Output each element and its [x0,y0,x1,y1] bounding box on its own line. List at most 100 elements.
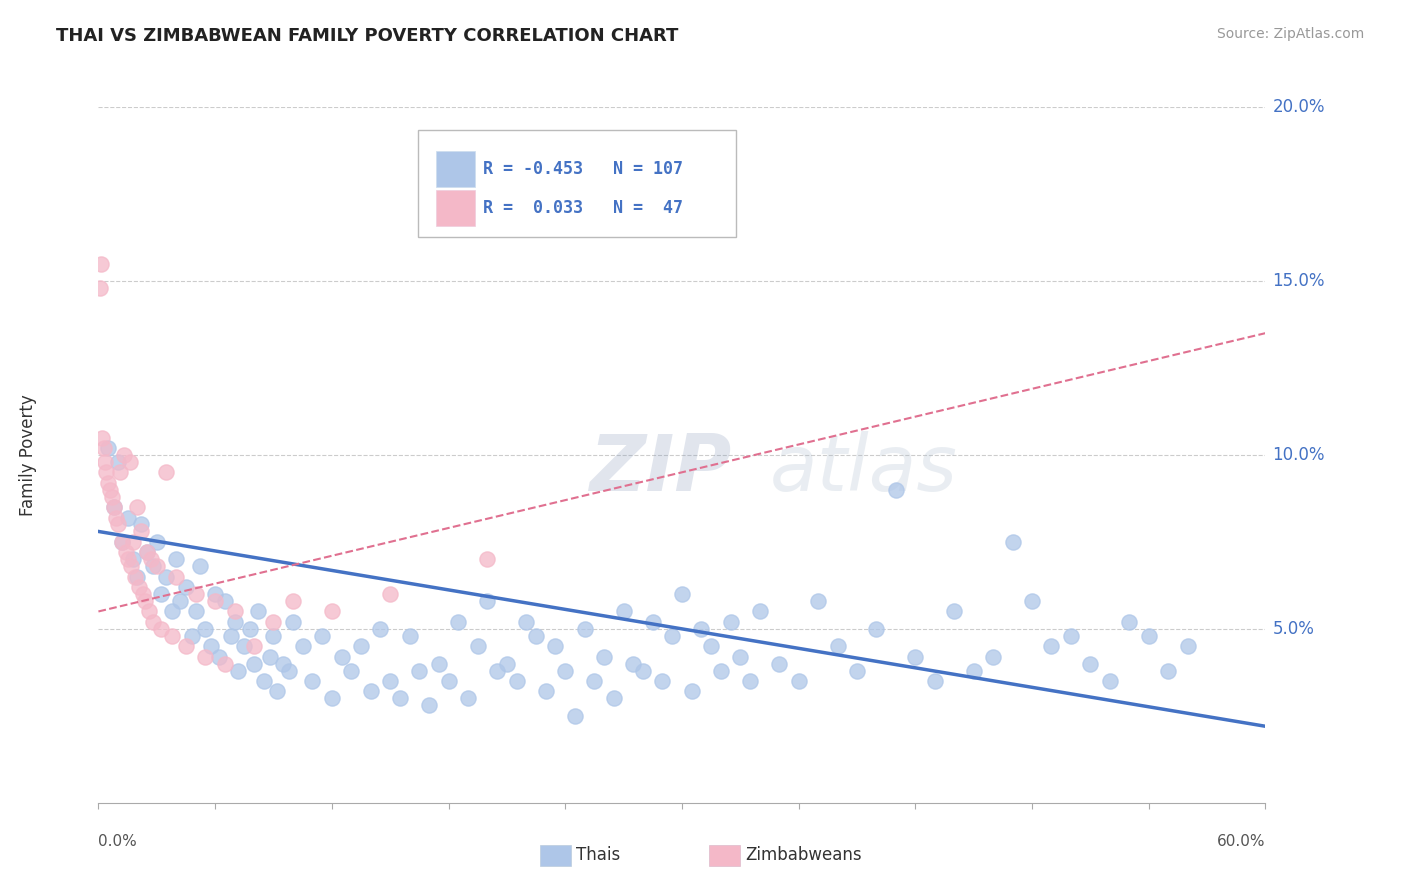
Text: 10.0%: 10.0% [1272,446,1324,464]
Point [96,466,118,480]
Point [122,552,145,566]
Point [661,629,683,643]
Point [564,708,586,723]
Point [641,615,664,629]
Text: 60.0%: 60.0% [1218,834,1265,849]
Point [1118,615,1140,629]
Point [239,622,262,636]
Point [142,559,165,574]
Point [671,587,693,601]
Point [1098,674,1121,689]
Point [495,657,517,671]
Point [104,510,127,524]
Point [962,664,984,678]
Point [93,441,115,455]
Point [291,639,314,653]
Point [204,594,226,608]
Point [845,664,868,678]
Point [1001,534,1024,549]
Text: Source: ZipAtlas.com: Source: ZipAtlas.com [1216,27,1364,41]
Point [1021,594,1043,608]
Point [162,605,184,619]
Point [117,552,139,566]
Point [603,691,626,706]
Point [477,552,499,566]
Point [437,674,460,689]
Point [111,534,134,549]
Point [124,570,146,584]
Point [127,570,149,584]
Point [204,587,226,601]
Point [301,674,323,689]
Point [136,545,159,559]
Point [524,629,547,643]
Point [278,664,301,678]
Point [194,649,217,664]
Text: Zimbabweans: Zimbabweans [745,847,862,864]
Point [127,500,149,514]
Point [149,622,172,636]
Point [378,587,402,601]
Point [214,594,236,608]
Point [243,639,266,653]
Point [101,490,124,504]
Point [943,605,966,619]
Point [188,559,211,574]
Point [544,639,567,653]
Point [184,587,207,601]
Text: 5.0%: 5.0% [1272,620,1315,638]
Text: 0.0%: 0.0% [98,834,138,849]
Point [103,500,125,514]
Text: THAI VS ZIMBABWEAN FAMILY POVERTY CORRELATION CHART: THAI VS ZIMBABWEAN FAMILY POVERTY CORREL… [56,27,679,45]
Text: 15.0%: 15.0% [1272,272,1324,290]
Point [408,664,430,678]
Point [91,430,114,444]
Point [132,587,155,601]
Point [129,517,152,532]
Point [768,657,790,671]
Point [200,639,222,653]
Point [281,615,304,629]
Point [97,475,120,490]
Point [807,594,830,608]
Point [398,629,420,643]
Point [214,657,236,671]
Point [136,545,159,559]
Point [118,455,141,469]
Point [184,605,207,619]
Point [233,639,256,653]
Point [224,605,246,619]
Point [174,639,197,653]
Text: Thais: Thais [576,847,620,864]
Point [134,594,156,608]
Point [787,674,810,689]
Point [174,580,197,594]
Text: R = -0.453   N = 107: R = -0.453 N = 107 [482,160,683,178]
Point [89,281,111,295]
Point [612,605,634,619]
Point [149,587,172,601]
Point [142,615,165,629]
Point [146,559,169,574]
Point [534,684,557,698]
Point [1137,629,1160,643]
Point [262,629,284,643]
Point [728,649,751,664]
Point [228,664,250,678]
Text: ZIP: ZIP [589,431,731,507]
Point [981,649,1004,664]
Point [165,570,187,584]
Point [865,622,887,636]
Point [266,684,288,698]
Point [467,639,489,653]
Point [169,594,191,608]
Point [90,256,112,270]
Point [281,594,304,608]
Point [219,629,242,643]
Point [162,629,184,643]
Point [574,622,596,636]
Point [122,534,145,549]
Point [748,605,770,619]
Text: Family Poverty: Family Poverty [20,394,37,516]
Point [194,622,217,636]
